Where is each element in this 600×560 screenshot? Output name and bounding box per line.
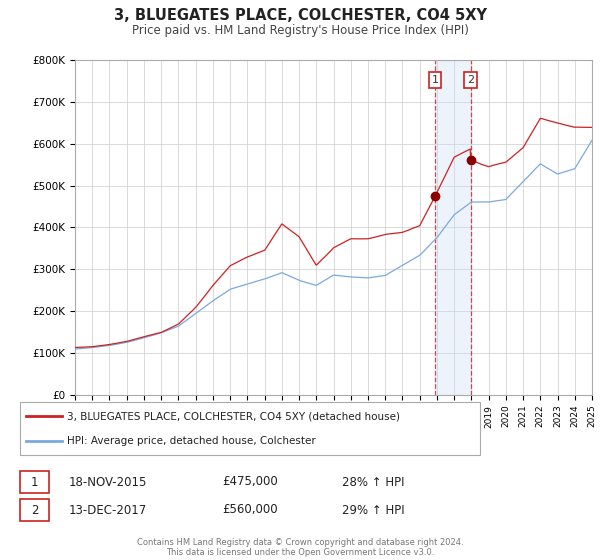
Text: £475,000: £475,000: [222, 475, 278, 488]
Text: 1: 1: [431, 75, 439, 85]
Text: 13-DEC-2017: 13-DEC-2017: [69, 503, 147, 516]
Text: 28% ↑ HPI: 28% ↑ HPI: [342, 475, 404, 488]
Text: Price paid vs. HM Land Registry's House Price Index (HPI): Price paid vs. HM Land Registry's House …: [131, 24, 469, 36]
Text: 3, BLUEGATES PLACE, COLCHESTER, CO4 5XY: 3, BLUEGATES PLACE, COLCHESTER, CO4 5XY: [113, 8, 487, 24]
Text: 29% ↑ HPI: 29% ↑ HPI: [342, 503, 404, 516]
Text: HPI: Average price, detached house, Colchester: HPI: Average price, detached house, Colc…: [67, 436, 316, 446]
Text: 2: 2: [467, 75, 474, 85]
Text: 2: 2: [31, 503, 38, 516]
Text: 18-NOV-2015: 18-NOV-2015: [69, 475, 148, 488]
Text: £560,000: £560,000: [222, 503, 278, 516]
Text: 1: 1: [31, 475, 38, 488]
Bar: [435, 60, 470, 395]
Text: 3, BLUEGATES PLACE, COLCHESTER, CO4 5XY (detached house): 3, BLUEGATES PLACE, COLCHESTER, CO4 5XY …: [67, 411, 400, 421]
Text: Contains HM Land Registry data © Crown copyright and database right 2024.
This d: Contains HM Land Registry data © Crown c…: [137, 538, 463, 557]
